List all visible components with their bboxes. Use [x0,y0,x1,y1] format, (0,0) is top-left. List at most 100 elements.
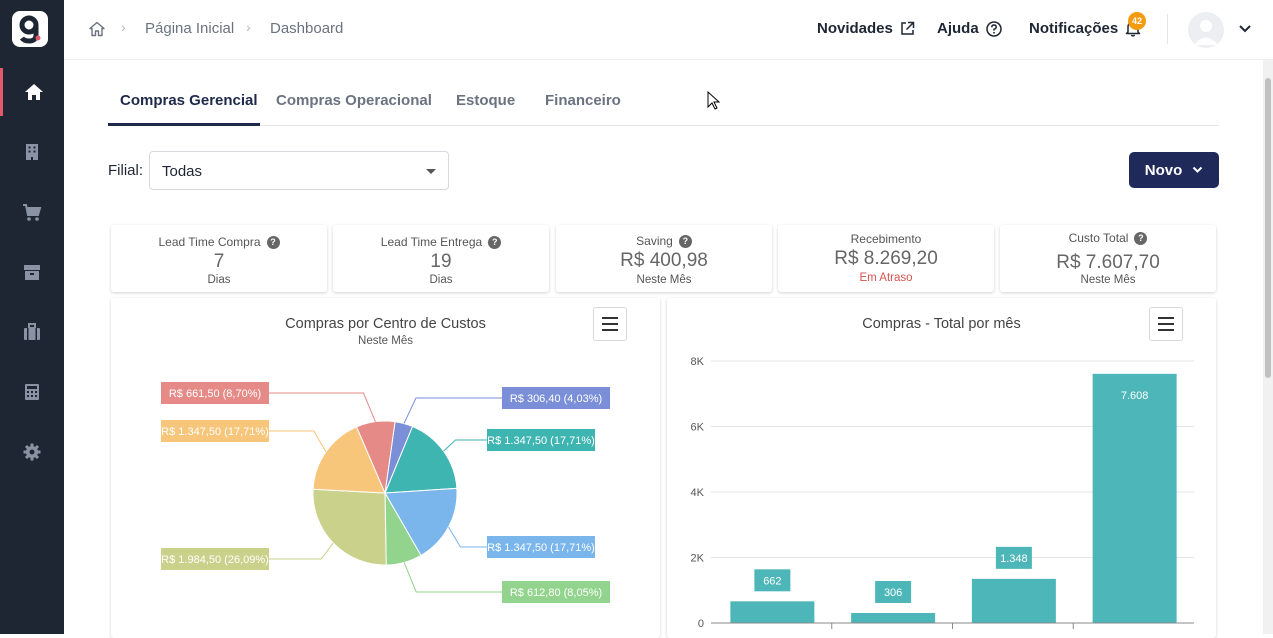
y-tick-label: 8K [691,356,705,368]
divider [1167,14,1168,44]
kpi-card: Custo Total? R$ 7.607,70 Neste Mês [1000,225,1216,292]
tab-estoque[interactable]: Estoque [456,92,516,109]
topbar: › Página Inicial › Dashboard Novidades A… [64,0,1273,60]
y-tick-label: 4K [691,487,705,499]
kpi-title: Lead Time Compra [158,235,261,249]
pie-label-box [502,387,610,409]
tabs-bar: Compras Gerencial Compras Operacional Es… [108,80,1219,126]
pie-connector [269,392,376,422]
pie-chart-title: Compras por Centro de Custos [285,316,486,332]
nav-calculator[interactable] [0,368,64,416]
novidades-link[interactable]: Novidades [817,20,915,37]
pie-label-box [161,420,269,442]
tab-financeiro[interactable]: Financeiro [545,92,621,109]
kpi-title: Recebimento [850,232,922,246]
bar-chart-panel: Compras - Total por mês 0 2K 4K 6K 8K 662 306 1… [667,298,1216,638]
notificacoes-label: Notificações [1029,20,1119,37]
kpi-title: Custo Total [1068,231,1129,245]
ajuda-label: Ajuda [937,20,979,37]
bar-label-box [875,580,912,603]
bar-chart: 0 2K 4K 6K 8K 662 306 1.348 7.608 [691,356,1194,630]
bar[interactable] [1092,373,1177,623]
kpi-subtitle: Neste Mês [1080,274,1136,286]
bar-data-label: 662 [763,575,781,587]
building-icon [26,144,38,160]
pie-label-box [487,536,595,558]
pie-data-label: R$ 306,40 (4,03%) [510,393,602,405]
tab-compras-gerencial[interactable]: Compras Gerencial [120,92,258,109]
y-tick-label: 2K [691,553,705,565]
nav-home[interactable] [0,68,64,116]
ajuda-link[interactable]: Ajuda [937,20,1002,37]
chart-menu-button[interactable] [593,307,627,341]
cart-icon [23,204,42,221]
tab-compras-operacional[interactable]: Compras Operacional [276,92,432,109]
pie-connector [269,430,327,453]
bar-data-label: 1.348 [1000,553,1028,565]
kpi-value: R$ 7.607,70 [1056,252,1160,273]
nav-briefcase[interactable] [0,308,64,356]
pie-connector [403,562,502,593]
help-icon[interactable]: ? [1134,232,1148,245]
kpi-card: Recebimento R$ 8.269,20 Em Atraso [778,225,994,292]
calculator-icon [25,384,39,400]
breadcrumb-dashboard: Dashboard [270,20,344,37]
kpi-title: Saving [636,234,673,248]
pie-data-label: R$ 1.347,50 (17,71%) [487,542,595,554]
scrollbar-thumb[interactable] [1265,78,1271,378]
pie-label-box [161,382,269,404]
breadcrumb-home[interactable]: Página Inicial [145,20,235,37]
bar[interactable] [730,601,815,623]
active-tab-indicator [108,123,260,126]
novo-button[interactable]: Novo [1129,152,1219,188]
pie-data-label: R$ 1.984,50 (26,09%) [161,554,269,566]
kpi-value: R$ 400,98 [620,250,708,271]
avatar[interactable] [1188,12,1224,48]
nav-cart[interactable] [0,188,64,236]
pie-label-box [487,429,595,451]
pie-data-label: R$ 1.347,50 (17,71%) [487,435,595,447]
briefcase-icon [24,323,40,340]
help-icon[interactable]: ? [678,235,692,248]
kpi-value: 19 [430,251,452,272]
sidebar [0,0,64,634]
pie-label-box [502,581,610,603]
kpi-title: Lead Time Entrega [380,235,483,249]
pie-data-label: R$ 661,50 (8,70%) [169,388,261,400]
pie-chart-subtitle: Neste Mês [358,335,413,347]
chevron-right-icon: › [121,19,126,35]
nav-settings[interactable] [0,428,64,476]
chart-menu-button[interactable] [1149,307,1183,341]
user-avatar-icon [1194,20,1218,45]
pie-connector [443,439,487,452]
kpi-subtitle: Dias [429,274,453,286]
home-breadcrumb-icon[interactable] [89,21,105,37]
page-scrollbar[interactable] [1263,60,1273,634]
nav-inventory[interactable] [0,248,64,296]
pie-data-label: R$ 1.347,50 (17,71%) [161,426,269,438]
pie-data-label: R$ 612,80 (8,05%) [510,587,602,599]
kpi-card: Lead Time Compra? 7 Dias [111,225,327,292]
pie-connector [403,397,502,424]
nav-buildings[interactable] [0,128,64,176]
help-icon[interactable]: ? [488,236,502,249]
chevron-down-icon[interactable] [1238,24,1252,34]
kpi-subtitle-alert: Em Atraso [859,272,913,284]
kpi-card: Saving? R$ 400,98 Neste Mês [556,225,772,292]
filial-select[interactable]: Todas [149,151,449,190]
help-icon[interactable]: ? [266,236,280,249]
bar-chart-title: Compras - Total por mês [862,316,1021,332]
bar-label-box [1116,383,1153,406]
external-link-icon [901,21,915,35]
novo-button-label: Novo [1144,161,1183,179]
bar[interactable] [971,578,1056,623]
pie-slice[interactable] [312,488,387,566]
pie-connector [269,542,334,560]
help-circle-icon [985,20,1002,37]
bar[interactable] [851,612,936,623]
notificacoes-link[interactable]: Notificações [1029,20,1141,37]
bar-label-box [995,546,1032,569]
gear-icon [23,443,41,461]
app-logo[interactable] [12,11,48,47]
kpi-subtitle: Dias [207,274,231,286]
